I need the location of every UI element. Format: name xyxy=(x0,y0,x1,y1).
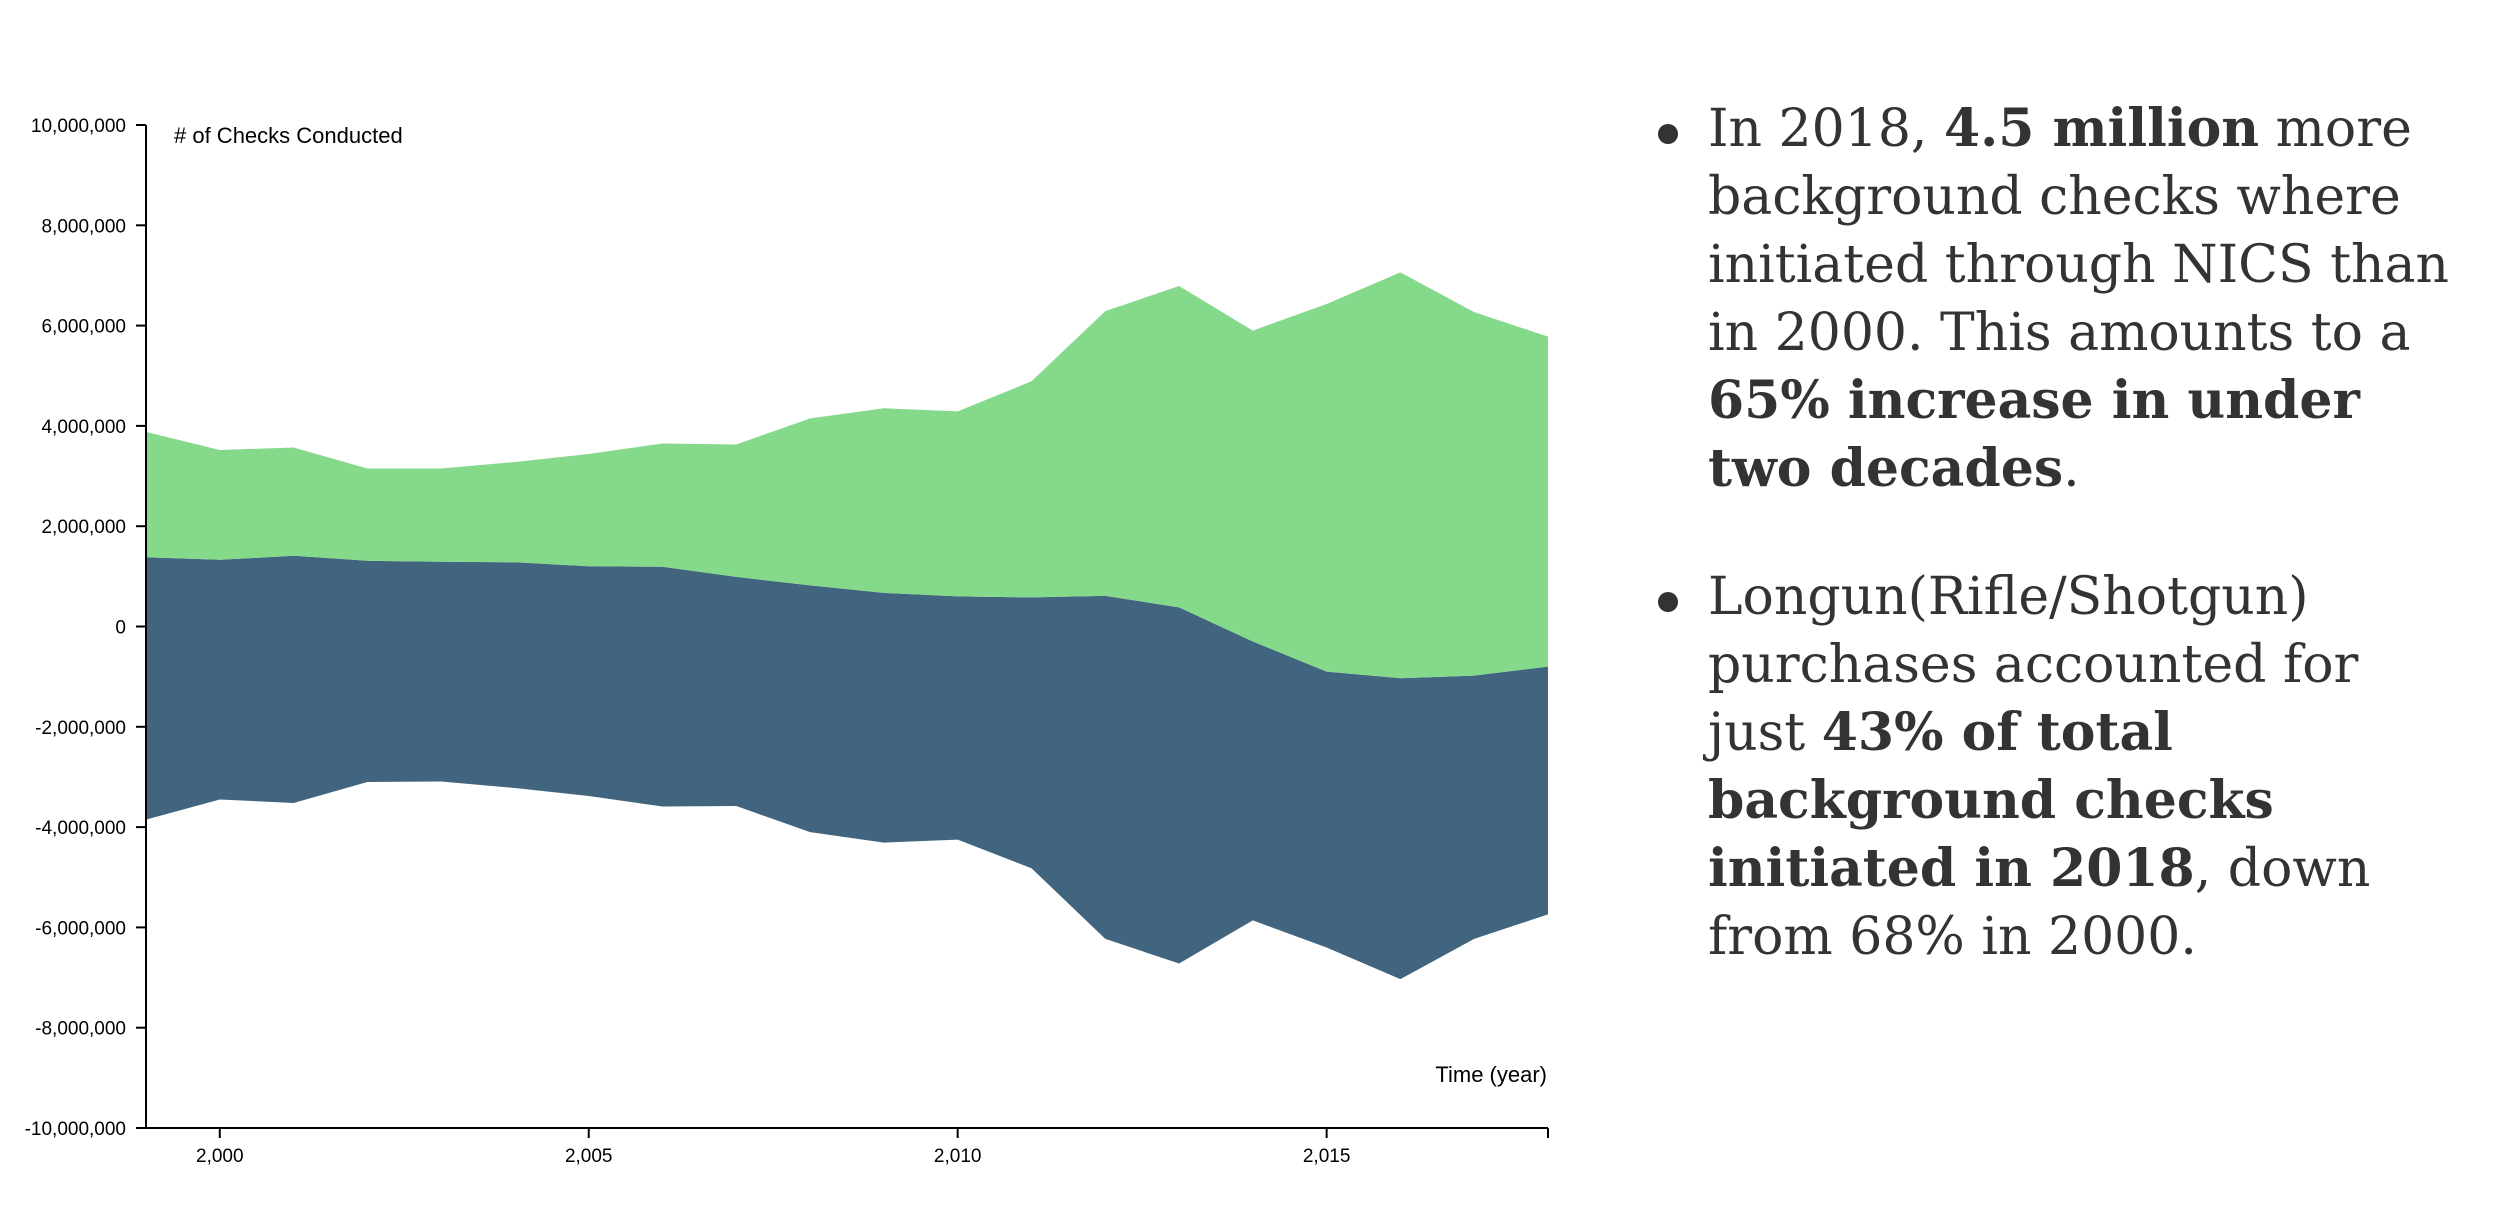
finding-item: In 2018, 4.5 million more background che… xyxy=(1640,95,2470,503)
x-axis-title: Time (year) xyxy=(1435,1062,1547,1087)
key-findings-list: In 2018, 4.5 million more background che… xyxy=(1640,95,2470,1031)
y-tick-label: 4,000,000 xyxy=(41,417,126,438)
y-tick-label: 10,000,000 xyxy=(31,116,126,137)
x-axis-ticks: 2,000 2,005 2,010 2,015 xyxy=(196,1128,1350,1167)
y-tick-label: -4,000,000 xyxy=(35,818,126,839)
y-tick-label: 6,000,000 xyxy=(41,317,126,338)
finding-item: Longun(Rifle/Shotgun) purchases accounte… xyxy=(1640,563,2470,971)
y-tick-label: 2,000,000 xyxy=(41,517,126,538)
y-tick-label: -10,000,000 xyxy=(25,1119,126,1140)
finding-highlight: 4.5 million xyxy=(1943,98,2260,159)
x-tick-label: 2,005 xyxy=(565,1146,613,1167)
x-tick-label: 2,015 xyxy=(1303,1146,1351,1167)
finding-text: In 2018, xyxy=(1708,99,1944,159)
chart-areas xyxy=(146,272,1548,980)
finding-highlight: 65% increase in under two decades xyxy=(1708,370,2360,499)
finding-text: . xyxy=(2063,439,2080,499)
y-axis-title: # of Checks Conducted xyxy=(174,123,403,148)
y-axis-ticks: 10,000,000 8,000,000 6,000,000 4,000,000 2,0… xyxy=(25,116,146,1140)
y-tick-label: 0 xyxy=(115,618,126,639)
x-tick-label: 2,010 xyxy=(934,1146,982,1167)
y-tick-label: -8,000,000 xyxy=(35,1019,126,1040)
x-tick-label: 2,000 xyxy=(196,1146,244,1167)
streamgraph-chart: 10,000,000 8,000,000 6,000,000 4,000,000 2,0… xyxy=(25,116,1549,1167)
y-tick-label: 8,000,000 xyxy=(41,216,126,237)
y-tick-label: -6,000,000 xyxy=(35,918,126,939)
finding-text: , down from 68% in 2000. xyxy=(1708,839,2371,967)
finding-highlight: 43% of total background checks initiated… xyxy=(1708,702,2274,899)
finding-text: more background checks where initiated t… xyxy=(1708,99,2449,363)
stream-area-1 xyxy=(146,272,1548,679)
stream-area-0 xyxy=(146,555,1548,980)
finding-text: Longun(Rifle/Shotgun) purchases accounte… xyxy=(1708,567,2359,763)
y-tick-label: -2,000,000 xyxy=(35,718,126,739)
